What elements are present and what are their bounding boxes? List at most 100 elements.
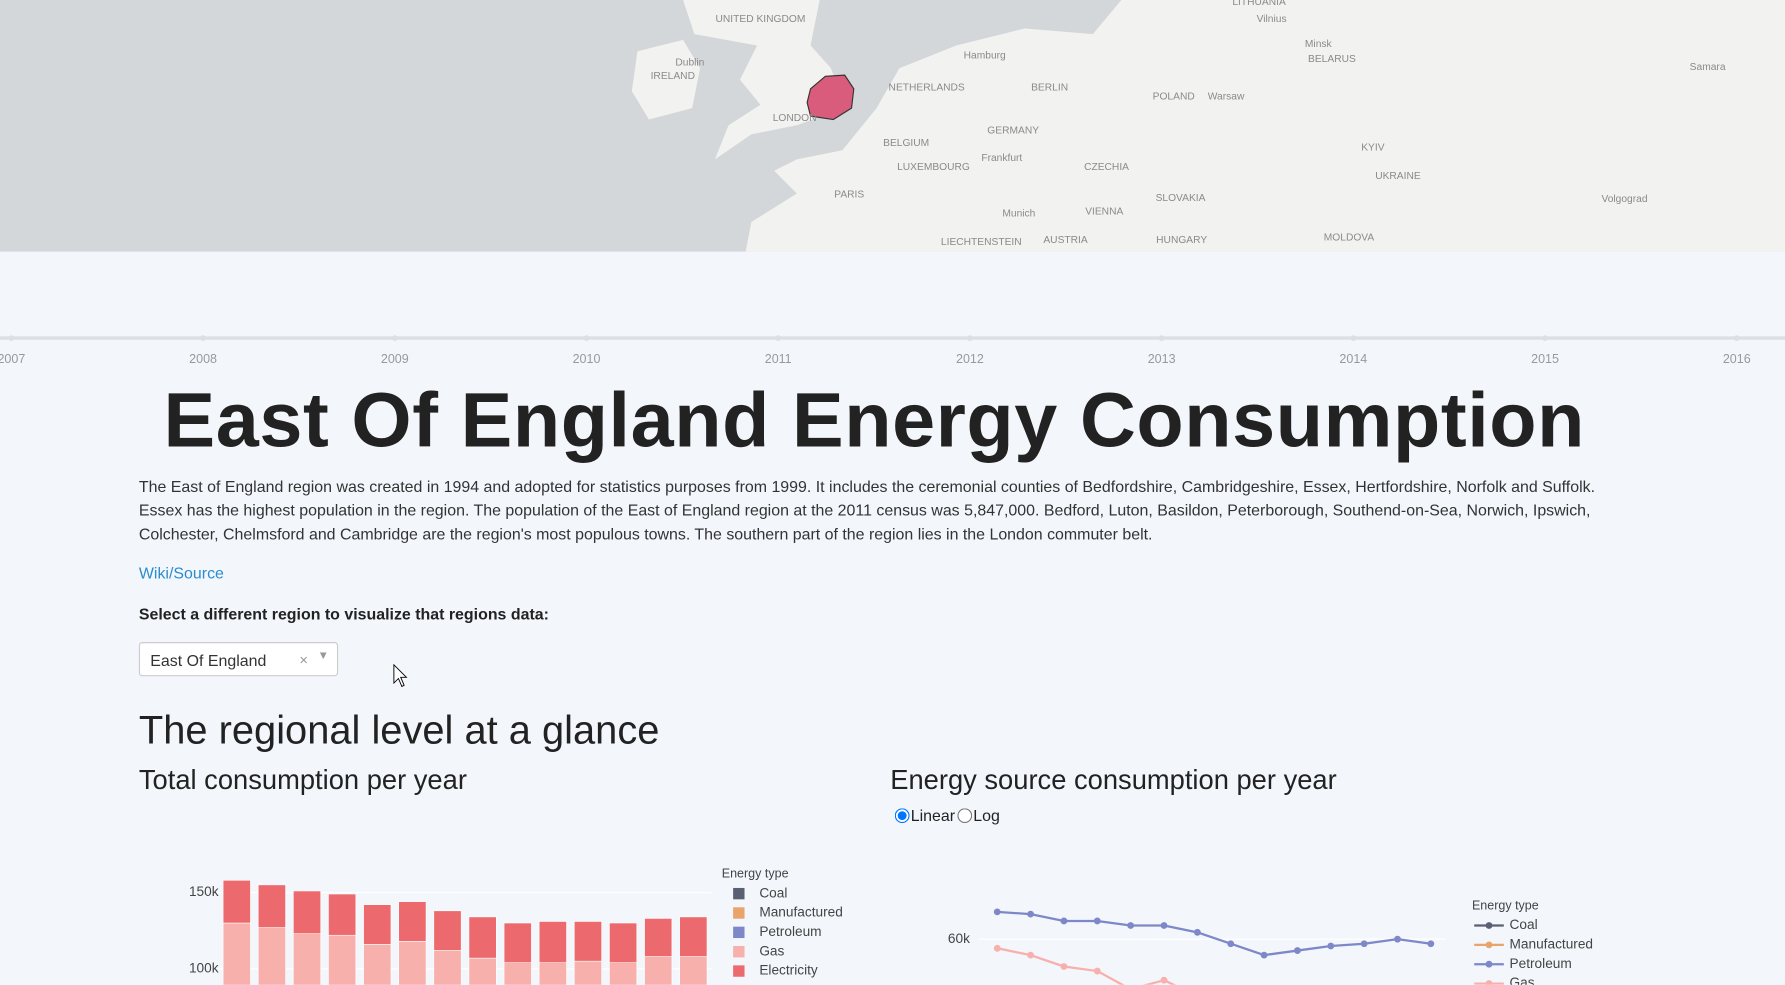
bar-segment — [679, 956, 708, 985]
series-point — [1360, 940, 1368, 948]
map-land — [728, 0, 1785, 252]
legend-label: Coal — [759, 885, 787, 900]
series-point — [1427, 940, 1435, 948]
radio-option[interactable]: Linear — [894, 805, 956, 825]
map-label: UNITED KINGDOM — [716, 14, 806, 25]
map-label: Dublin — [675, 57, 704, 68]
legend-swatch — [1485, 980, 1493, 985]
page-title: East Of England Energy Consumption — [163, 376, 1586, 464]
slider-label: 2009 — [381, 352, 409, 366]
bar-segment — [503, 962, 532, 985]
y-tick-label: 100k — [189, 960, 219, 975]
slider-mark — [1158, 335, 1165, 341]
y-tick-label: 60k — [948, 931, 970, 946]
map-label: UKRAINE — [1375, 171, 1421, 182]
map-label: BELARUS — [1308, 54, 1356, 65]
radio-option[interactable]: Log — [957, 806, 1000, 824]
legend-label: Manufactured — [759, 905, 843, 920]
dropdown-value: East Of England — [150, 651, 267, 670]
bar-segment — [257, 927, 286, 985]
legend-label: Petroleum — [1510, 956, 1572, 971]
map-label: BELGIUM — [883, 138, 929, 149]
slider-label: 2010 — [573, 352, 601, 366]
chart-title: Total consumption per year — [138, 765, 467, 796]
bar-segment — [257, 884, 286, 928]
series-point — [1294, 947, 1301, 954]
map-label: Hamburg — [964, 50, 1006, 61]
map-label: LIECHTENSTEIN — [941, 237, 1022, 248]
map-label: HUNGARY — [1156, 235, 1207, 246]
bar-segment — [222, 922, 251, 985]
legend-swatch — [1485, 941, 1493, 949]
slider-mark — [967, 335, 973, 341]
legend-label: Manufactured — [1510, 936, 1594, 951]
slider-mark — [8, 335, 15, 341]
clear-icon[interactable]: × — [299, 651, 309, 669]
bar-segment — [363, 944, 392, 985]
radio[interactable] — [957, 808, 973, 824]
slider-mark — [775, 335, 782, 341]
legend-swatch — [733, 965, 745, 977]
map-label: CZECHIA — [1084, 162, 1129, 173]
bar-segment — [574, 921, 602, 962]
slider-label: 2016 — [1723, 352, 1751, 366]
slider-mark — [1733, 335, 1740, 341]
series-point — [1060, 917, 1068, 925]
bar-segment — [363, 904, 392, 945]
legend-label: Gas — [1510, 975, 1535, 985]
legend-swatch — [1485, 922, 1493, 929]
bar-segment — [293, 933, 321, 985]
radio-label: Log — [973, 805, 1000, 825]
slider-mark — [200, 335, 206, 341]
radio[interactable] — [894, 808, 910, 824]
slider-mark — [391, 335, 398, 341]
selector-label: Select a different region to visualize t… — [138, 604, 549, 623]
bar-segment — [609, 922, 638, 963]
bar-segment — [398, 941, 427, 985]
description: The East of England region was created i… — [138, 476, 1596, 544]
legend-swatch — [733, 887, 745, 900]
series-point — [1160, 922, 1168, 929]
slider-label: 2007 — [0, 352, 25, 366]
bar-segment — [679, 916, 708, 957]
map-label: BERLIN — [1031, 82, 1068, 93]
slider-mark — [1542, 335, 1548, 341]
scale-radios: Linear Log — [894, 805, 1002, 825]
section-title: The regional level at a glance — [138, 708, 660, 753]
map-label: POLAND — [1153, 91, 1195, 102]
map-label: LUXEMBOURG — [897, 162, 970, 173]
bar-segment — [644, 956, 673, 985]
legend-swatch — [733, 907, 745, 919]
selected-region[interactable] — [806, 74, 855, 121]
legend-label: Coal — [1510, 917, 1538, 932]
bar-segment — [433, 950, 462, 985]
map-label: IRELAND — [651, 71, 695, 82]
series-point — [1193, 928, 1201, 936]
legend-swatch — [733, 926, 745, 939]
map-label: SLOVAKIA — [1156, 193, 1206, 204]
map-label: Frankfurt — [981, 153, 1022, 164]
map-label: Minsk — [1305, 39, 1333, 50]
region-dropdown[interactable]: East Of England × ▼ — [138, 642, 339, 677]
series-point — [1227, 940, 1235, 948]
source-link[interactable]: Wiki/Source — [138, 563, 224, 582]
map-label: Warsaw — [1208, 91, 1245, 102]
bar-segment — [468, 916, 497, 959]
slider-label: 2013 — [1148, 352, 1176, 366]
slider-label: 2012 — [956, 352, 984, 366]
bar-segment — [293, 890, 321, 934]
slider-label: 2011 — [765, 352, 792, 366]
legend-swatch — [1485, 960, 1493, 968]
dropdown-arrow[interactable]: ▼ — [317, 650, 329, 663]
map-label: Munich — [1002, 209, 1035, 220]
slider-label: 2014 — [1339, 352, 1367, 366]
series-point — [1093, 917, 1101, 925]
bar-segment — [538, 921, 567, 963]
map-land-ireland — [631, 39, 701, 120]
legend-swatch — [733, 946, 745, 958]
map-label: PARIS — [834, 189, 864, 200]
series-point — [1060, 963, 1068, 970]
map-label: AUSTRIA — [1043, 235, 1088, 246]
radio-label: Linear — [910, 805, 956, 825]
